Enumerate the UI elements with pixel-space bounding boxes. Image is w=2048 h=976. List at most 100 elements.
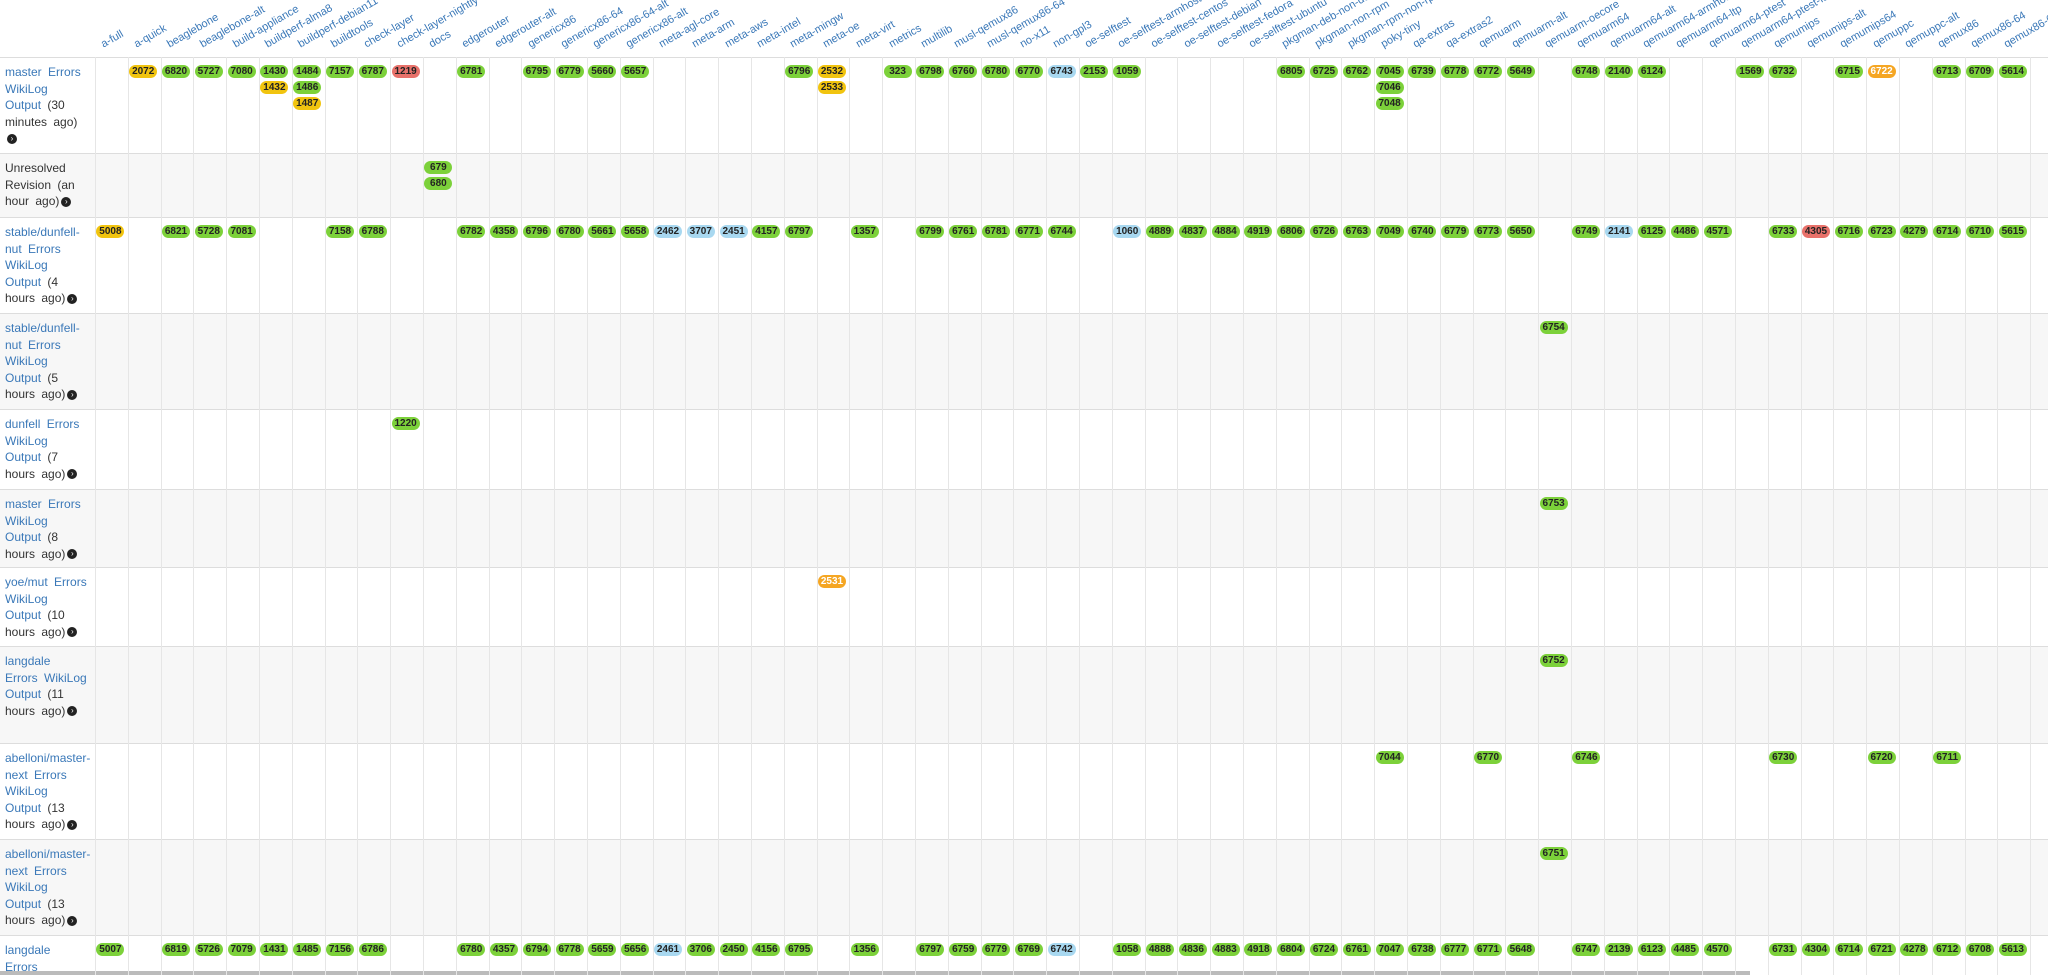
build-badge[interactable]: 7047: [1375, 943, 1404, 956]
build-badge[interactable]: 1356: [850, 943, 879, 956]
build-badge[interactable]: 2153: [1080, 65, 1109, 78]
build-badge[interactable]: 1486: [293, 81, 322, 94]
branch-link[interactable]: stable/dunfell-nut: [5, 321, 80, 352]
output-link[interactable]: Output: [5, 800, 42, 815]
build-badge[interactable]: 2531: [818, 575, 846, 588]
build-badge[interactable]: 4357: [490, 943, 518, 956]
wikilog-link[interactable]: WikiLog: [44, 670, 87, 685]
circle-arrow-right-icon[interactable]: ›: [67, 819, 78, 830]
build-badge[interactable]: 4157: [752, 225, 781, 238]
errors-link[interactable]: Errors: [28, 337, 61, 352]
build-badge[interactable]: 6761: [949, 225, 978, 238]
build-badge[interactable]: 6781: [457, 65, 486, 78]
build-badge[interactable]: 5650: [1506, 225, 1535, 238]
build-badge[interactable]: 6797: [916, 943, 945, 956]
build-badge[interactable]: 4570: [1703, 943, 1732, 956]
build-badge[interactable]: 1058: [1113, 943, 1142, 956]
build-badge[interactable]: 5649: [1506, 65, 1535, 78]
column-header-a-quick[interactable]: a-quick: [132, 22, 169, 51]
circle-arrow-right-icon[interactable]: ›: [67, 627, 78, 638]
build-badge[interactable]: 6806: [1277, 225, 1306, 238]
branch-link[interactable]: dunfell: [5, 417, 41, 431]
build-badge[interactable]: 6752: [1539, 654, 1568, 667]
circle-arrow-right-icon[interactable]: ›: [67, 915, 78, 926]
build-badge[interactable]: 4888: [1146, 943, 1174, 956]
build-badge[interactable]: 6124: [1638, 65, 1666, 78]
wikilog-link[interactable]: WikiLog: [5, 513, 48, 528]
build-badge[interactable]: 7046: [1375, 81, 1404, 94]
build-badge[interactable]: 4279: [1900, 225, 1929, 238]
build-badge[interactable]: 6769: [1014, 943, 1043, 956]
errors-link[interactable]: Errors: [34, 863, 67, 878]
build-badge[interactable]: 7157: [326, 65, 354, 78]
build-badge[interactable]: 6796: [785, 65, 814, 78]
build-badge[interactable]: 6761: [1342, 943, 1371, 956]
build-badge[interactable]: 680: [424, 177, 453, 190]
build-badge[interactable]: 4156: [752, 943, 781, 956]
build-badge[interactable]: 6821: [162, 225, 190, 238]
errors-link[interactable]: Errors: [28, 241, 61, 256]
build-badge[interactable]: 6738: [1408, 943, 1437, 956]
build-badge[interactable]: 6723: [1867, 225, 1896, 238]
build-badge[interactable]: 6759: [949, 943, 978, 956]
build-badge[interactable]: 6744: [1047, 225, 1076, 238]
build-badge[interactable]: 323: [883, 65, 912, 78]
build-badge[interactable]: 6716: [1834, 225, 1863, 238]
branch-link[interactable]: langdale: [5, 943, 51, 957]
errors-link[interactable]: Errors: [34, 767, 67, 782]
build-badge[interactable]: 7081: [227, 225, 256, 238]
build-badge[interactable]: 7156: [326, 943, 354, 956]
build-badge[interactable]: 6772: [1474, 65, 1502, 78]
build-badge[interactable]: 6742: [1047, 943, 1076, 956]
build-badge[interactable]: 5008: [96, 225, 125, 238]
build-badge[interactable]: 6780: [982, 65, 1010, 78]
errors-link[interactable]: Errors: [54, 575, 87, 589]
build-badge[interactable]: 6763: [1342, 225, 1371, 238]
output-link[interactable]: Output: [5, 274, 42, 289]
wikilog-link[interactable]: WikiLog: [5, 81, 48, 96]
build-badge[interactable]: 6721: [1867, 943, 1896, 956]
build-badge[interactable]: 6770: [1014, 65, 1043, 78]
build-badge[interactable]: 4278: [1900, 943, 1929, 956]
build-badge[interactable]: 6753: [1539, 497, 1568, 510]
branch-link[interactable]: yoe/mut: [5, 575, 48, 589]
build-badge[interactable]: 6739: [1408, 65, 1437, 78]
build-badge[interactable]: 4884: [1211, 225, 1240, 238]
branch-link[interactable]: master: [5, 65, 42, 79]
branch-link[interactable]: master: [5, 497, 42, 511]
build-badge[interactable]: 4571: [1703, 225, 1732, 238]
build-badge[interactable]: 6732: [1769, 65, 1798, 78]
build-badge[interactable]: 7049: [1375, 225, 1404, 238]
build-badge[interactable]: 6726: [1310, 225, 1338, 238]
build-badge[interactable]: 7045: [1375, 65, 1404, 78]
build-badge[interactable]: 6713: [1933, 65, 1962, 78]
wikilog-link[interactable]: WikiLog: [5, 784, 48, 798]
build-badge[interactable]: 3707: [686, 225, 715, 238]
build-badge[interactable]: 1220: [391, 417, 420, 430]
wikilog-link[interactable]: WikiLog: [5, 258, 48, 272]
build-badge[interactable]: 6749: [1572, 225, 1601, 238]
build-badge[interactable]: 6773: [1474, 225, 1502, 238]
build-badge[interactable]: 6712: [1933, 943, 1962, 956]
build-badge[interactable]: 2141: [1605, 225, 1634, 238]
build-badge[interactable]: 6797: [785, 225, 814, 238]
build-badge[interactable]: 6782: [457, 225, 486, 238]
build-badge[interactable]: 5648: [1506, 943, 1535, 956]
build-badge[interactable]: 6714: [1834, 943, 1863, 956]
build-badge[interactable]: 5726: [194, 943, 223, 956]
circle-arrow-right-icon[interactable]: ›: [61, 196, 72, 207]
build-badge[interactable]: 4304: [1802, 943, 1830, 956]
build-badge[interactable]: 2450: [719, 943, 748, 956]
build-badge[interactable]: 6788: [358, 225, 387, 238]
build-badge[interactable]: 7079: [227, 943, 256, 956]
build-badge[interactable]: 7044: [1375, 751, 1404, 764]
build-badge[interactable]: 1357: [850, 225, 879, 238]
build-badge[interactable]: 4486: [1670, 225, 1699, 238]
build-badge[interactable]: 6779: [555, 65, 584, 78]
build-badge[interactable]: 6820: [162, 65, 190, 78]
build-badge[interactable]: 5657: [621, 65, 650, 78]
errors-link[interactable]: Errors: [48, 65, 81, 79]
branch-link[interactable]: langdale: [5, 654, 51, 668]
build-badge[interactable]: 6733: [1769, 225, 1798, 238]
build-badge[interactable]: 4883: [1211, 943, 1240, 956]
